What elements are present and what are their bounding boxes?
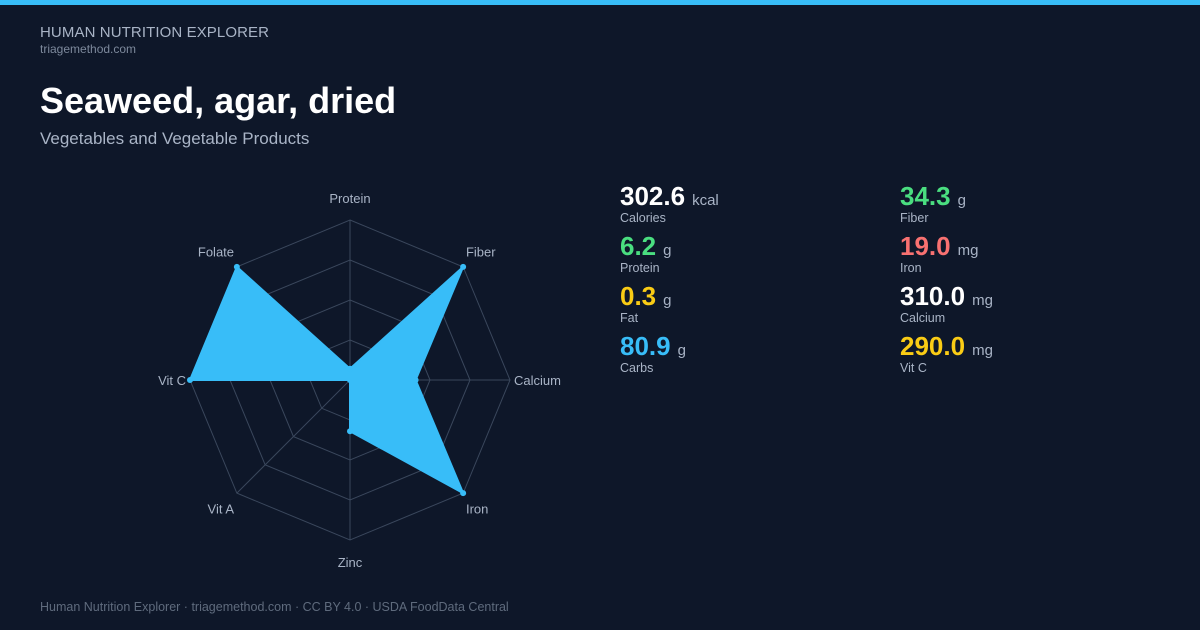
radar-axis-label: Vit C	[158, 373, 186, 388]
stat-value-row: 34.3 g	[900, 182, 1140, 210]
radar-axis-label: Zinc	[338, 555, 363, 570]
stat-calories: 302.6 kcal Calories	[620, 182, 860, 225]
brand-name: HUMAN NUTRITION EXPLORER	[40, 24, 270, 41]
stat-value: 19.0	[900, 231, 951, 261]
radar-axis-spoke	[236, 379, 351, 494]
brand-domain: triagemethod.com	[40, 42, 137, 56]
stat-fiber: 34.3 g Fiber	[900, 182, 1140, 225]
food-category: Vegetables and Vegetable Products	[40, 129, 310, 148]
stat-value-row: 302.6 kcal	[620, 182, 860, 210]
footer-credits: Human Nutrition Explorer · triagemethod.…	[40, 600, 509, 614]
stat-label: Fiber	[900, 211, 929, 225]
stat-label: Calories	[620, 211, 666, 225]
stat-value-row: 80.9 g	[620, 332, 860, 360]
food-title: Seaweed, agar, dried	[40, 80, 397, 121]
stat-iron: 19.0 mg Iron	[900, 232, 1140, 275]
stat-label: Iron	[900, 261, 922, 275]
stat-unit: kcal	[692, 192, 719, 209]
stat-value: 290.0	[900, 331, 966, 361]
radar-axis-label: Vit A	[208, 502, 235, 517]
nutrient-radar-chart: Protein Fiber Calcium Iron Zinc Vit A Vit C Fol…	[158, 191, 561, 570]
stat-fat: 0.3 g Fat	[620, 282, 860, 325]
stat-protein: 6.2 g Protein	[620, 232, 860, 275]
radar-axis-label: Fiber	[466, 244, 496, 259]
stat-calcium: 310.0 mg Calcium	[900, 282, 1140, 325]
stat-value-row: 290.0 mg	[900, 332, 1140, 360]
stat-label: Protein	[620, 261, 660, 275]
radar-data-point	[460, 263, 467, 270]
stat-value: 34.3	[900, 181, 951, 211]
stat-unit: mg	[957, 242, 979, 259]
stat-unit: g	[677, 342, 686, 359]
stat-value: 6.2	[620, 231, 657, 261]
radar-data-point	[347, 428, 353, 435]
stat-label: Calcium	[900, 311, 946, 325]
stat-value-row: 0.3 g	[620, 282, 860, 310]
stat-label: Fat	[620, 311, 639, 325]
stat-unit: g	[663, 242, 672, 259]
radar-axis-label: Protein	[329, 191, 370, 206]
stat-value: 302.6	[620, 181, 686, 211]
stat-value-row: 19.0 mg	[900, 232, 1140, 260]
stat-unit: g	[957, 192, 966, 209]
stat-unit: mg	[972, 292, 993, 309]
stat-vit-c: 290.0 mg Vit C	[900, 332, 1140, 375]
radar-data-point	[233, 263, 240, 270]
top-accent-bar	[0, 0, 1200, 5]
radar-data-point	[187, 377, 193, 383]
radar-data-point	[347, 377, 353, 383]
radar-axis-label: Calcium	[514, 373, 561, 388]
radar-data-point	[412, 377, 419, 383]
stat-label: Vit C	[900, 361, 927, 375]
stat-value-row: 6.2 g	[620, 232, 860, 260]
stat-label: Carbs	[620, 361, 654, 375]
stat-value: 310.0	[900, 281, 966, 311]
stat-unit: mg	[972, 342, 993, 359]
stat-value-row: 310.0 mg	[900, 282, 1140, 310]
stat-unit: g	[663, 292, 672, 309]
radar-data-point	[460, 490, 467, 497]
radar-axis-label: Folate	[198, 244, 234, 259]
radar-axis-label: Iron	[466, 502, 488, 517]
stat-value: 80.9	[620, 331, 671, 361]
stat-value: 0.3	[620, 281, 657, 311]
radar-data-point	[347, 365, 353, 372]
stat-carbs: 80.9 g Carbs	[620, 332, 860, 375]
